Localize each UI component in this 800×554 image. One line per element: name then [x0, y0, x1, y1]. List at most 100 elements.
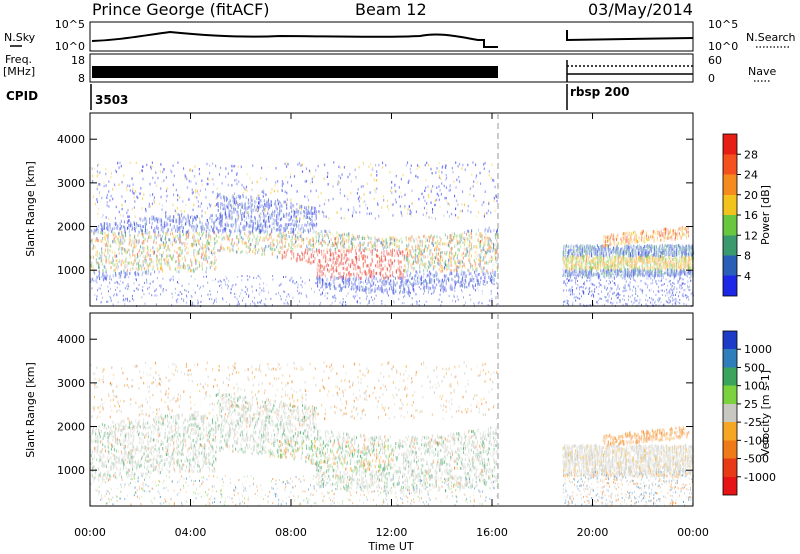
range-cell — [339, 289, 341, 292]
range-cell — [188, 231, 190, 235]
range-cell — [127, 287, 129, 290]
range-cell — [235, 195, 237, 199]
range-cell — [280, 295, 282, 298]
range-cell — [453, 255, 455, 259]
range-cell — [99, 252, 101, 256]
range-cell — [425, 178, 427, 182]
range-cell — [396, 251, 398, 255]
range-cell — [484, 272, 486, 276]
range-cell — [237, 303, 239, 306]
range-cell — [283, 229, 285, 233]
range-cell — [173, 215, 175, 219]
range-cell — [457, 252, 460, 256]
range-cell — [258, 230, 260, 234]
range-cell — [178, 231, 180, 235]
range-cell — [143, 281, 145, 284]
range-cell — [106, 222, 108, 226]
range-cell — [119, 272, 121, 276]
range-cell — [477, 281, 479, 284]
range-cell — [335, 297, 337, 300]
range-cell — [206, 225, 208, 229]
range-cell — [190, 180, 192, 183]
range-cell — [456, 271, 458, 275]
range-cell — [271, 230, 273, 234]
range-cell — [213, 224, 215, 228]
range-cell — [420, 278, 422, 282]
range-cell — [293, 242, 295, 246]
range-cell — [136, 252, 139, 256]
range-cell — [457, 280, 459, 284]
range-cell — [496, 244, 498, 248]
range-cell — [333, 284, 335, 288]
range-cell — [250, 198, 252, 202]
range-cell — [570, 264, 572, 268]
range-cell — [178, 237, 180, 241]
range-cell — [391, 261, 393, 265]
range-cell — [120, 213, 122, 217]
range-cell — [203, 254, 206, 258]
range-cell — [470, 272, 472, 276]
range-cell — [160, 228, 162, 232]
range-cell — [255, 289, 257, 292]
range-cell — [136, 287, 138, 290]
range-cell — [343, 249, 345, 253]
range-cell — [310, 217, 312, 221]
range-cell — [261, 204, 263, 208]
range-cell — [342, 280, 344, 283]
range-cell — [217, 290, 219, 293]
range-cell — [197, 251, 200, 255]
range-cell — [450, 271, 453, 275]
range-cell — [171, 292, 173, 295]
range-cell — [365, 289, 367, 293]
range-cell — [330, 268, 332, 272]
range-cell — [351, 282, 353, 285]
range-cell — [285, 224, 287, 228]
range-cell — [308, 255, 310, 259]
range-cell — [132, 266, 134, 270]
range-cell — [297, 163, 299, 166]
range-cell — [240, 229, 242, 233]
range-cell — [464, 278, 466, 282]
range-cell — [407, 248, 409, 252]
range-cell — [238, 224, 240, 228]
range-cell — [330, 238, 332, 242]
range-cell — [179, 238, 181, 242]
range-cell — [239, 233, 241, 237]
range-cell — [285, 214, 288, 217]
range-cell — [158, 217, 160, 221]
range-cell — [675, 261, 677, 265]
range-cell — [237, 229, 239, 233]
range-cell — [412, 260, 415, 264]
range-cell — [407, 208, 409, 211]
range-cell — [444, 178, 447, 181]
range-cell — [236, 236, 239, 240]
range-cell — [662, 257, 664, 261]
range-cell — [477, 282, 479, 286]
range-cell — [330, 248, 332, 252]
range-cell — [273, 221, 275, 225]
range-cell — [593, 266, 595, 270]
range-cell — [214, 242, 216, 246]
range-cell — [96, 170, 99, 173]
range-cell — [184, 242, 186, 246]
range-cell — [313, 260, 316, 264]
range-cell — [180, 209, 182, 213]
range-cell — [242, 204, 244, 208]
range-cell — [330, 275, 332, 278]
range-cell — [254, 221, 257, 225]
range-cell — [277, 248, 279, 252]
range-cell — [224, 207, 226, 211]
range-cell — [492, 246, 495, 250]
range-cell — [402, 250, 404, 254]
range-cell — [483, 248, 486, 252]
range-cell — [351, 285, 353, 289]
range-cell — [206, 241, 208, 245]
range-cell — [355, 267, 357, 271]
range-cell — [114, 183, 116, 186]
range-cell — [457, 247, 459, 251]
range-cell — [141, 251, 143, 255]
range-cell — [495, 251, 497, 255]
range-cell — [249, 205, 251, 209]
range-cell — [273, 248, 275, 252]
range-cell — [327, 236, 329, 240]
